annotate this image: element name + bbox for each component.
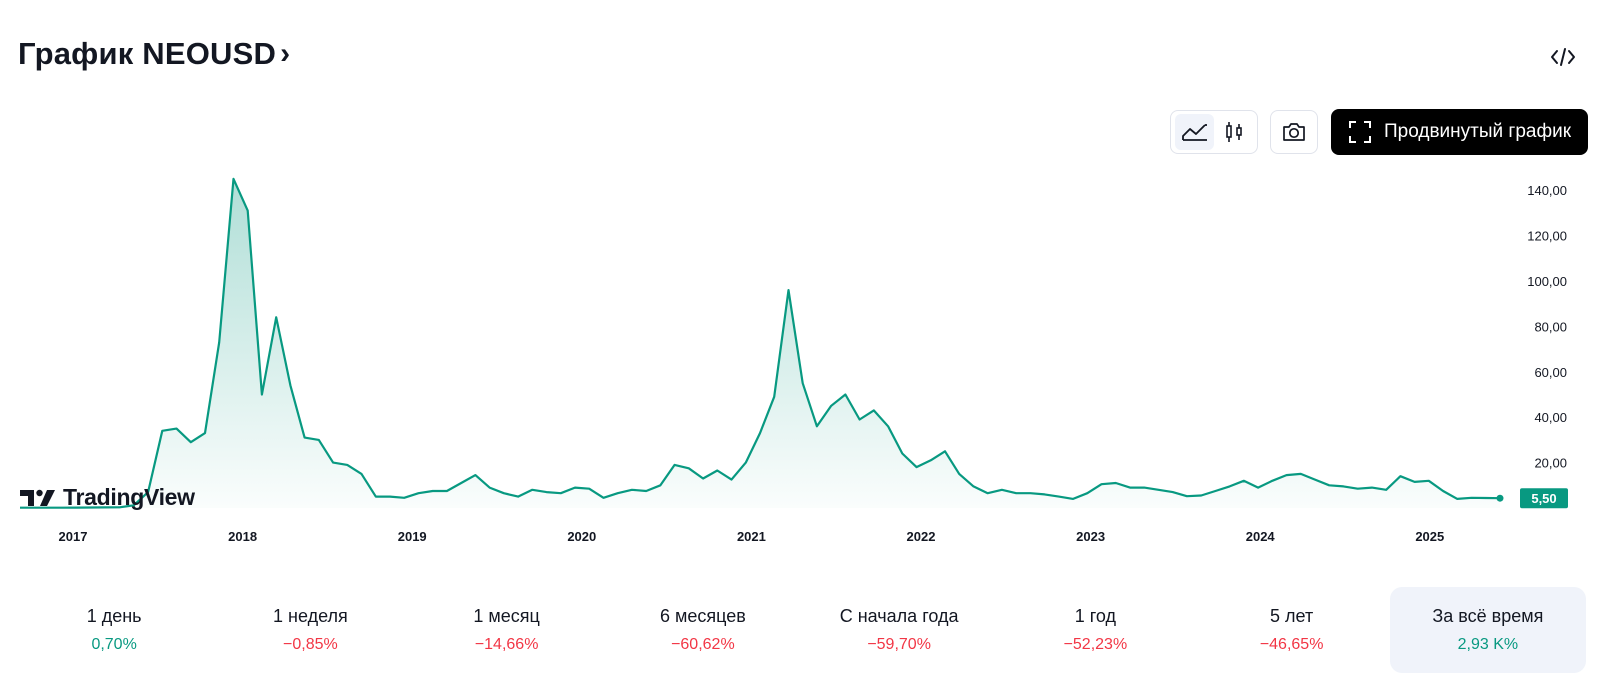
chevron-right-icon: › [280,37,291,70]
y-tick-label: 120,00 [1527,229,1567,244]
x-tick-label: 2023 [1076,529,1105,544]
period-label: 6 месяцев [659,606,746,626]
period-tab[interactable]: 1 год −52,23% [997,587,1193,673]
period-tab[interactable]: 1 день 0,70% [16,587,212,673]
period-change-value: −14,66% [474,636,539,653]
last-value-label: 5,50 [1531,491,1556,506]
area-chart-icon [1181,124,1207,141]
period-label: 1 неделя [273,606,348,626]
x-tick-label: 2024 [1246,529,1276,544]
price-chart[interactable]: 20,00 40,00 60,00 80,00 100,00 120,00 140,00 5,… [0,160,1600,555]
area-chart-button[interactable] [1175,114,1214,150]
x-tick-label: 2019 [398,529,427,544]
period-label: За всё время [1432,606,1544,626]
period-change-value: 0,70% [91,636,137,653]
last-price-point [1496,494,1504,502]
y-tick-label: 20,00 [1534,456,1567,471]
y-tick-label: 100,00 [1527,274,1567,289]
price-line [20,177,1501,509]
period-label: 1 месяц [473,606,540,626]
snapshot-button[interactable] [1275,114,1313,150]
period-change-value: −0,85% [283,636,338,653]
period-change-value: −60,62% [671,636,735,653]
x-tick-label: 2017 [59,529,88,544]
snapshot-group [1270,110,1318,154]
period-label: 1 день [86,606,142,626]
period-tab[interactable]: 6 месяцев −60,62% [605,587,801,673]
price-area-fill [20,178,1500,508]
y-tick-label: 140,00 [1527,183,1567,198]
y-tick-label: 80,00 [1534,319,1567,334]
period-label: 5 лет [1270,606,1314,626]
period-tab[interactable]: 5 лет −46,65% [1194,587,1390,673]
advanced-chart-button[interactable]: Продвинутый график [1331,109,1588,155]
last-value-badge [1520,488,1568,509]
x-tick-label: 2025 [1415,529,1444,544]
period-tab[interactable]: 1 неделя −0,85% [212,587,408,673]
period-label: С начала года [839,606,959,626]
camera-icon [1283,123,1305,141]
title-text: График NEOUSD [18,36,277,71]
period-change-value: 2,93 K% [1457,636,1519,653]
code-icon [1551,48,1575,66]
period-tab[interactable]: С начала года −59,70% [801,587,997,673]
x-tick-label: 2021 [737,529,766,544]
period-tab[interactable]: За всё время 2,93 K% [1389,587,1586,673]
period-label: 1 год [1074,606,1117,626]
tradingview-logo-text: TradingView [63,484,195,510]
fullscreen-icon [1348,121,1371,143]
chart-type-switcher [1170,110,1258,154]
x-tick-label: 2022 [907,529,936,544]
period-change-value: −46,65% [1259,636,1324,653]
tradingview-logo: TradingView [20,484,195,511]
period-change-value: −52,23% [1063,636,1128,653]
candles-icon [1225,122,1242,142]
x-tick-label: 2018 [228,529,257,544]
embed-code-button[interactable] [1549,44,1577,70]
y-tick-label: 40,00 [1534,410,1567,425]
page-title[interactable]: График NEOUSD › [18,36,290,72]
period-selector: 1 день 0,70% 1 неделя −0,85% 1 месяц −14,66% 6… [16,587,1586,673]
tradingview-logo-icon [20,489,55,506]
advanced-chart-label: Продвинутый график [1383,121,1572,142]
period-change-value: −59,70% [867,636,931,653]
period-tab[interactable]: 1 месяц −14,66% [409,587,605,673]
x-tick-label: 2020 [567,529,596,544]
candles-chart-button[interactable] [1214,114,1253,150]
y-tick-label: 60,00 [1534,365,1567,380]
